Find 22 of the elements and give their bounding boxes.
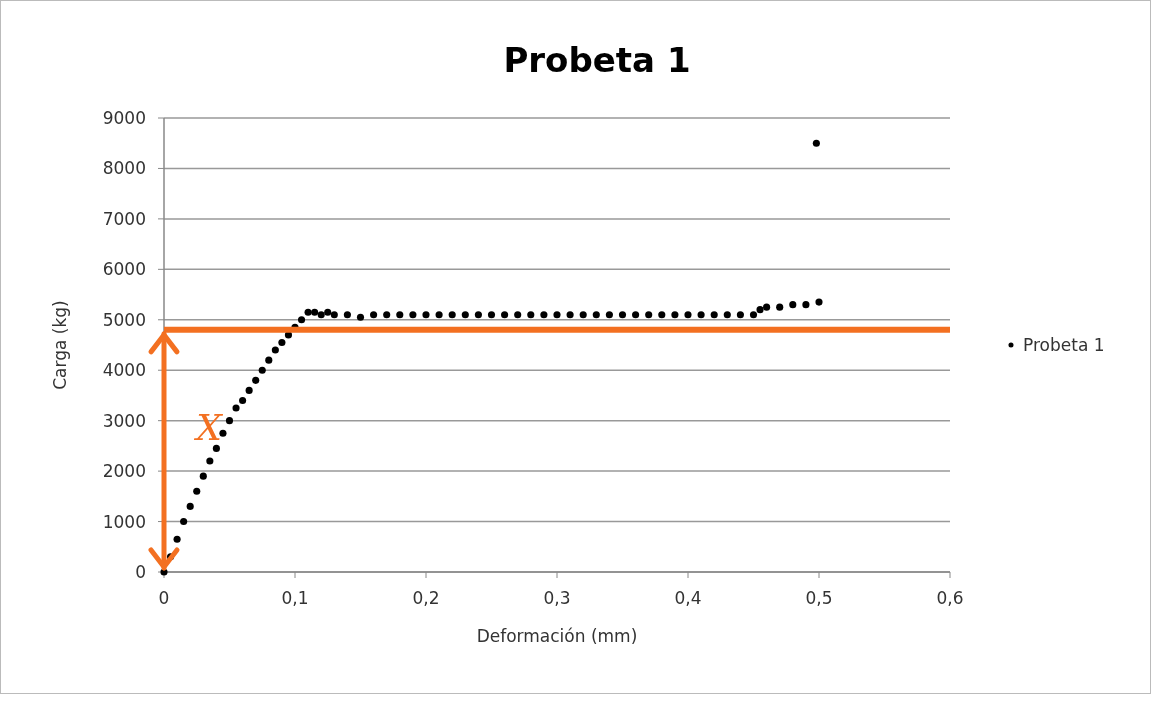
y-tick-label: 9000 [102,108,146,128]
y-tick-label: 3000 [102,410,146,431]
x-axis-title: Deformación (mm) [476,626,638,646]
x-tick-label: 0,1 [281,588,309,608]
y-tick-label: 7000 [102,208,146,229]
y-tick-label: 4000 [102,360,146,381]
y-tick-label: 5000 [102,309,146,330]
x-tick-label: 0,4 [674,588,702,608]
x-tick-label: 0,2 [412,588,440,608]
x-tick-label: 0,6 [936,588,964,608]
y-tick-label: 6000 [102,259,146,280]
x-tick-label: 0,3 [543,588,571,608]
y-tick-label: 2000 [102,461,146,482]
y-tick-label: 8000 [102,158,146,179]
y-axis-title: Carga (kg) [50,300,70,390]
x-tick-label: 0 [158,588,170,608]
y-tick-label: 0 [135,562,146,582]
chart-title: Probeta 1 [503,40,691,80]
annotation: X [193,407,224,448]
text: Probeta 1 [1023,335,1105,355]
y-tick-label: 1000 [102,511,146,532]
x-tick-label: 0,5 [805,588,833,608]
